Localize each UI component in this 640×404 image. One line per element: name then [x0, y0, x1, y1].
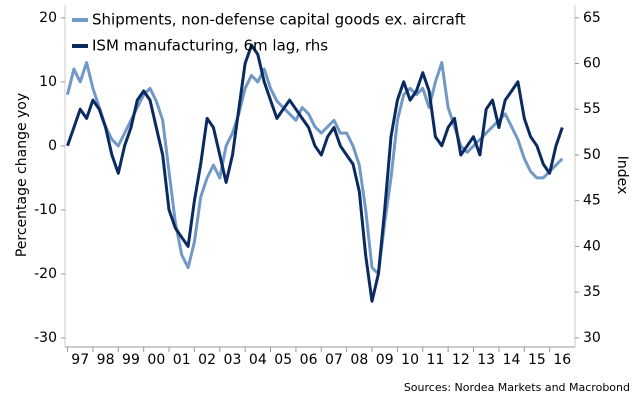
x-tick-label: 10 — [401, 352, 419, 368]
y-tick-label: -30 — [34, 330, 57, 346]
x-tick-label: 01 — [173, 352, 191, 368]
x-tick-label: 08 — [350, 352, 368, 368]
y2-tick-label: 50 — [583, 147, 601, 163]
y-tick-label: -10 — [34, 202, 57, 218]
legend-swatch — [72, 44, 88, 48]
y2-tick-label: 45 — [583, 193, 601, 209]
x-tick-label: 11 — [427, 352, 445, 368]
source-note: Sources: Nordea Markets and Macrobond — [404, 381, 630, 394]
x-tick-label: 03 — [224, 352, 242, 368]
x-tick-label: 14 — [503, 352, 521, 368]
series-line — [66, 43, 564, 303]
y2-axis-label: Index — [614, 156, 630, 195]
x-tick-label: 15 — [528, 352, 546, 368]
x-tick-label: 12 — [452, 352, 470, 368]
y-tick-label: -20 — [34, 266, 57, 282]
y2-tick-label: 40 — [583, 238, 601, 254]
x-tick-label: 97 — [71, 352, 89, 368]
x-tick-label: 98 — [97, 352, 115, 368]
legend-label: Shipments, non-defense capital goods ex.… — [92, 11, 466, 29]
legend-swatch — [72, 18, 88, 22]
y-tick-label: 0 — [48, 138, 57, 154]
y2-tick-label: 35 — [583, 284, 601, 300]
x-tick-label: 09 — [376, 352, 394, 368]
y-axis-label: Percentage change yoy — [14, 93, 30, 257]
y2-tick-label: 60 — [583, 56, 601, 72]
x-tick-label: 06 — [300, 352, 318, 368]
x-tick-label: 07 — [325, 352, 343, 368]
x-tick-label: 00 — [147, 352, 165, 368]
x-tick-label: 13 — [477, 352, 495, 368]
x-tick-label: 04 — [249, 352, 267, 368]
y-tick-label: 10 — [39, 74, 57, 90]
y2-tick-label: 65 — [583, 10, 601, 26]
x-tick-label: 05 — [274, 352, 292, 368]
y2-tick-label: 55 — [583, 101, 601, 117]
series-line — [66, 61, 564, 276]
x-tick-label: 99 — [122, 352, 140, 368]
legend-label: ISM manufacturing, 6m lag, rhs — [92, 37, 328, 55]
x-tick-label: 02 — [198, 352, 216, 368]
x-tick-label: 16 — [553, 352, 571, 368]
y-tick-label: 20 — [39, 10, 57, 26]
y2-tick-label: 30 — [583, 330, 601, 346]
